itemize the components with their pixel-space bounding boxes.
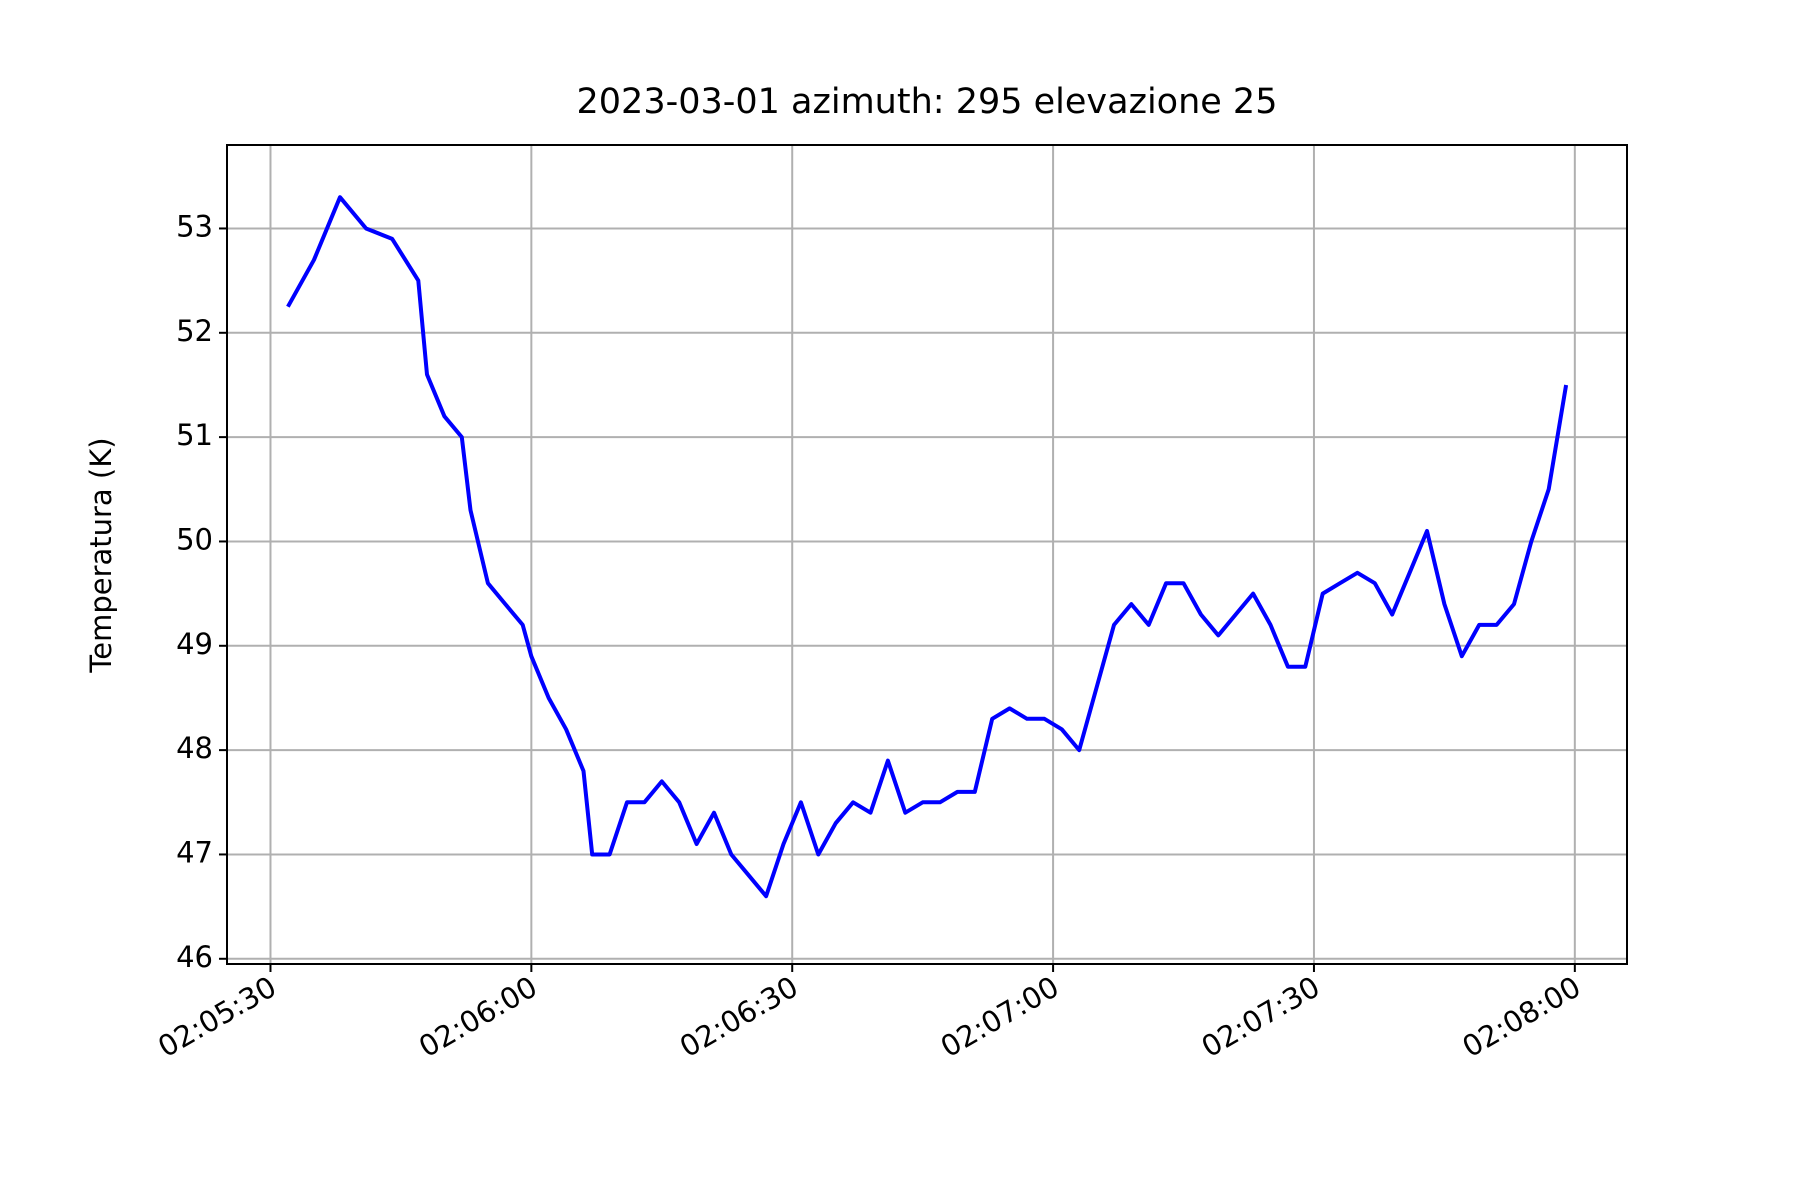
y-tick-label: 50: [176, 522, 213, 556]
x-tick-label: 02:05:30: [152, 970, 282, 1065]
y-tick-label: 46: [176, 940, 213, 974]
y-tick-label: 53: [176, 209, 213, 243]
x-tick-label: 02:08:00: [1457, 970, 1587, 1065]
y-axis-label: Temperatura (K): [84, 437, 118, 673]
y-tick-label: 47: [176, 835, 213, 869]
x-tick-label: 02:06:30: [674, 970, 804, 1065]
x-tick-label: 02:07:30: [1196, 970, 1326, 1065]
y-tick-label: 48: [176, 731, 213, 765]
chart-title: 2023-03-01 azimuth: 295 elevazione 25: [577, 82, 1278, 122]
data-line: [286, 195, 1569, 899]
x-tick-label: 02:07:00: [935, 970, 1065, 1065]
y-tick-label: 52: [176, 314, 213, 348]
y-tick-label: 49: [176, 627, 213, 661]
y-tick-label: 51: [176, 418, 213, 452]
plot-frame: [226, 144, 1628, 965]
x-tick-label: 02:06:00: [413, 970, 543, 1065]
